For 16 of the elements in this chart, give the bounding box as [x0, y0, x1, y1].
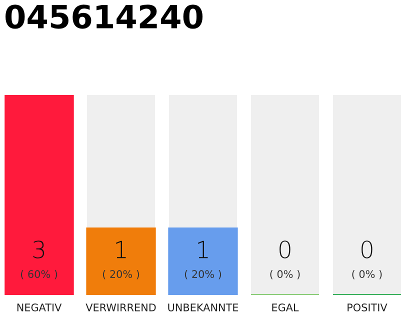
annotation: ( 0% )	[352, 270, 382, 280]
annotation: ( 60% )	[20, 270, 58, 280]
x-tick-label: NEGATIV	[17, 304, 62, 312]
x-tick-label: UNBEKANNTE	[168, 304, 238, 312]
annotation: ( 0% )	[270, 270, 300, 280]
annotation: ( 20% )	[184, 270, 222, 280]
chart-title: 045614240	[6, 4, 203, 29]
data-label: 1	[116, 240, 126, 258]
annotation: ( 20% )	[102, 270, 140, 280]
x-tick-label: VERWIRREND	[86, 304, 156, 312]
data-label: 0	[362, 240, 372, 258]
data-label: 0	[280, 240, 290, 258]
x-tick-label: POSITIV	[348, 304, 388, 312]
data-label: 3	[33, 240, 44, 258]
x-tick-label: EGAL	[272, 304, 299, 312]
data-label: 1	[198, 240, 208, 258]
